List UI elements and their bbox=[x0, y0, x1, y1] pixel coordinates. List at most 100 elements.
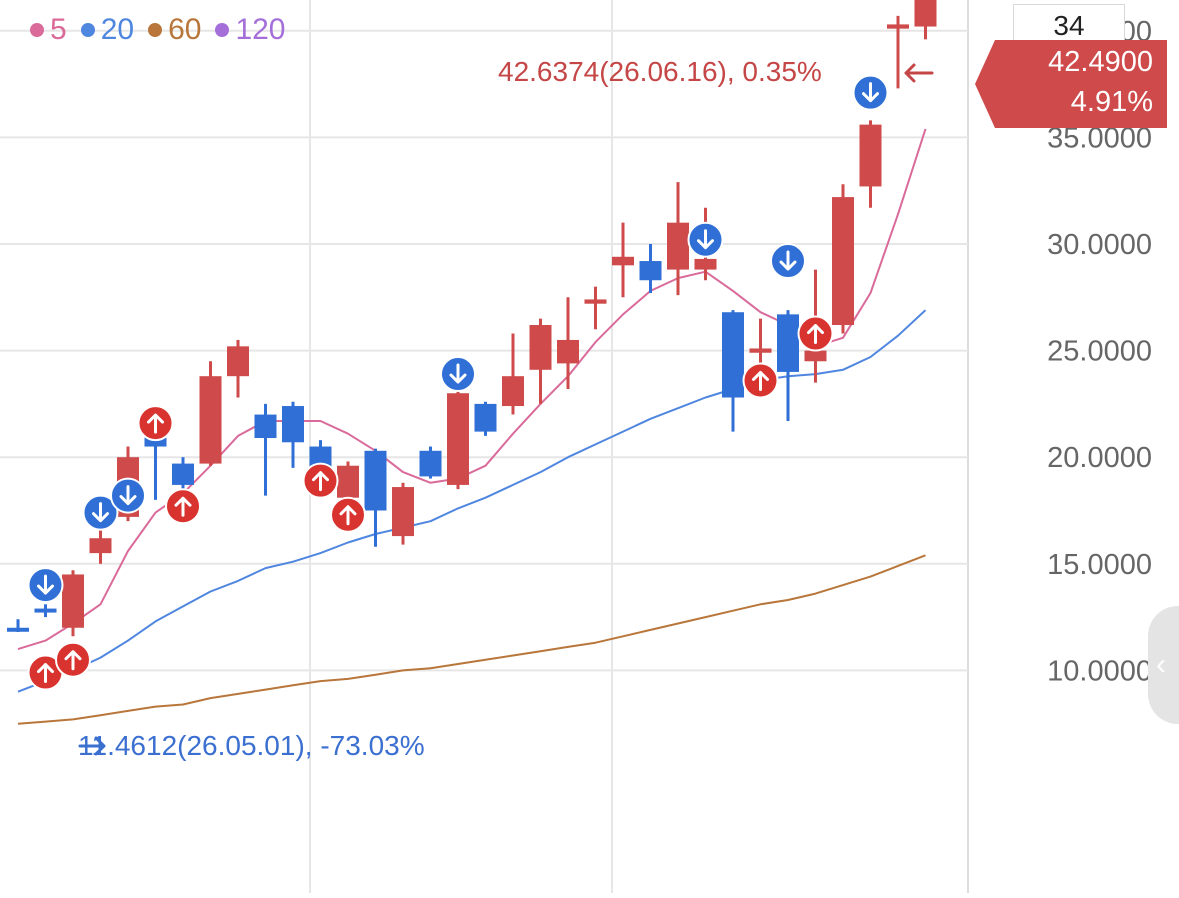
candle-body bbox=[474, 403, 497, 432]
candle bbox=[447, 388, 469, 490]
candle bbox=[529, 318, 552, 404]
arrow-up-signal-icon bbox=[27, 654, 64, 691]
legend-label: 20 bbox=[100, 13, 135, 46]
signal-arrow bbox=[37, 663, 54, 684]
candle bbox=[777, 310, 799, 421]
legend-label: 120 bbox=[235, 13, 286, 46]
arrow-down-signal-icon bbox=[770, 243, 806, 280]
current-price-change: 4.91% bbox=[1070, 86, 1153, 118]
top-right-box-value: 34 bbox=[1053, 10, 1085, 41]
candle bbox=[914, 0, 937, 40]
legend-dot-icon bbox=[80, 23, 95, 37]
candle-body bbox=[612, 256, 634, 266]
legend-label: 60 bbox=[168, 13, 202, 46]
candle-body bbox=[584, 299, 607, 304]
y-tick-label: 30.0000 bbox=[1047, 229, 1152, 261]
current-price-tag: 42.4900 4.91% bbox=[975, 40, 1167, 128]
candle-body bbox=[502, 376, 524, 407]
candle-body bbox=[282, 406, 304, 443]
candle-body bbox=[804, 350, 827, 362]
arrow-down-signal-icon bbox=[82, 494, 119, 531]
candle bbox=[7, 619, 29, 633]
candle bbox=[832, 184, 854, 334]
candle bbox=[392, 482, 414, 545]
candle-body bbox=[309, 446, 332, 468]
arrow-up-signal-icon bbox=[55, 641, 91, 678]
candle bbox=[89, 527, 112, 564]
signal-arrow bbox=[752, 370, 769, 391]
high-arrow-icon bbox=[904, 63, 934, 83]
candle-body bbox=[859, 124, 882, 187]
legend-item-ma60[interactable]: 60 bbox=[148, 12, 201, 48]
candle bbox=[557, 297, 579, 389]
candle bbox=[722, 310, 744, 432]
arrow-down-signal-icon bbox=[852, 74, 889, 111]
signal-arrow bbox=[92, 502, 109, 523]
candle-body bbox=[254, 414, 277, 439]
legend-item-ma20[interactable]: 20 bbox=[80, 12, 135, 48]
candle bbox=[34, 604, 57, 618]
signal-arrow bbox=[147, 413, 164, 434]
candle-body bbox=[227, 346, 249, 377]
arrow-down-signal-icon bbox=[27, 567, 64, 604]
y-tick-label: 20.0000 bbox=[1047, 442, 1152, 474]
signal-arrow bbox=[807, 324, 824, 345]
signal-markers bbox=[27, 74, 889, 691]
candle bbox=[199, 361, 222, 466]
candle-body bbox=[694, 258, 717, 270]
candle bbox=[364, 448, 387, 547]
candles bbox=[7, 0, 937, 637]
candle-body bbox=[914, 0, 937, 27]
low-annotation: 11.4612(26.05.01), -73.03% bbox=[78, 730, 425, 761]
candle-body bbox=[144, 435, 167, 447]
candle bbox=[859, 120, 882, 208]
candle-body bbox=[749, 348, 772, 353]
candle-body bbox=[89, 538, 112, 554]
candle bbox=[62, 570, 84, 637]
candle bbox=[419, 446, 442, 479]
candle bbox=[584, 286, 607, 330]
candle-body bbox=[447, 393, 469, 485]
candle bbox=[474, 401, 497, 436]
candle-body bbox=[639, 261, 662, 281]
y-tick-label: 10.0000 bbox=[1047, 655, 1152, 687]
candle-body bbox=[62, 574, 84, 628]
candle bbox=[612, 222, 634, 298]
signal-arrow bbox=[779, 250, 797, 271]
candle bbox=[667, 182, 689, 296]
arrow-down-signal-icon bbox=[440, 356, 476, 393]
arrow-up-signal-icon bbox=[302, 462, 339, 499]
candle-body bbox=[7, 627, 29, 632]
signal-arrow bbox=[64, 650, 82, 671]
arrow-up-signal-icon bbox=[137, 405, 174, 442]
signal-arrow bbox=[119, 485, 137, 506]
candle bbox=[227, 339, 249, 398]
legend-label: 5 bbox=[50, 13, 67, 46]
candle bbox=[282, 401, 304, 468]
candle-body bbox=[392, 487, 414, 537]
high-annotation: 42.6374(26.06.16), 0.35% bbox=[498, 56, 822, 87]
legend-item-ma5[interactable]: 5 bbox=[30, 12, 67, 48]
legend-item-ma120[interactable]: 120 bbox=[215, 12, 286, 48]
arrow-up-signal-icon bbox=[330, 496, 366, 533]
candle-body bbox=[364, 450, 387, 511]
arrow-down-signal-icon bbox=[687, 221, 724, 258]
candle bbox=[254, 403, 277, 496]
panel-collapse-tab[interactable]: ‹ bbox=[1148, 606, 1179, 724]
candle-body bbox=[722, 312, 744, 398]
signal-arrow bbox=[449, 363, 467, 384]
candle-body bbox=[667, 222, 689, 270]
signal-arrow bbox=[862, 82, 879, 103]
signal-arrow bbox=[174, 496, 192, 517]
signal-arrow bbox=[312, 471, 329, 492]
ma-legend: 5 20 60 120 bbox=[30, 12, 286, 48]
candle bbox=[502, 333, 524, 415]
candle bbox=[887, 15, 909, 89]
arrow-up-signal-icon bbox=[742, 362, 779, 399]
signal-arrow bbox=[37, 574, 54, 595]
low-arrow-icon bbox=[78, 736, 106, 756]
candle-body bbox=[337, 465, 359, 498]
legend-dot-icon bbox=[30, 23, 44, 37]
price-tag-shape bbox=[975, 40, 1167, 128]
